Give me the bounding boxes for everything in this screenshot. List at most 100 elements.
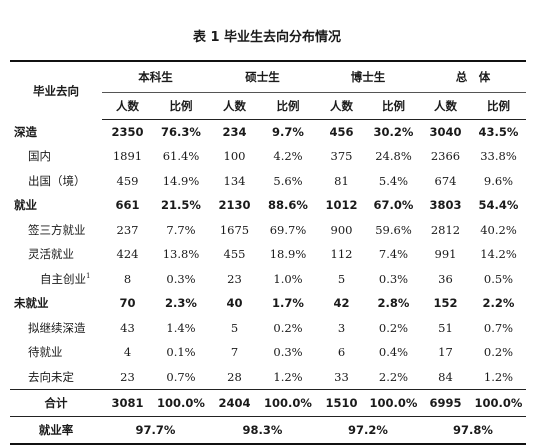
subheader-count: 人数 <box>420 92 471 120</box>
ratio-cell: 33.8% <box>480 149 517 164</box>
count-cell: 674 <box>434 173 457 188</box>
table-body: 深造 2350 76.3% 234 9.7% 456 30.2% 3040 43.5% 国内 189… <box>10 120 526 445</box>
row-label: 深造 <box>10 120 102 145</box>
count-cell: 112 <box>330 247 353 262</box>
count-cell: 2130 <box>218 198 251 213</box>
count-cell: 70 <box>119 296 136 311</box>
count-cell: 5 <box>337 271 346 286</box>
row-label: 拟继续深造 <box>10 316 102 341</box>
count-cell: 8 <box>123 271 132 286</box>
ratio-cell: 2.8% <box>377 296 410 311</box>
ratio-cell: 13.8% <box>162 247 200 262</box>
count-cell: 23 <box>120 369 135 384</box>
count-cell: 3803 <box>429 198 462 213</box>
count-cell: 459 <box>116 173 139 188</box>
ratio-cell: 21.5% <box>161 198 201 213</box>
table-row: 国内 1891 61.4% 100 4.2% 375 24.8% 2366 33.8% <box>10 144 526 169</box>
ratio-cell: 7.7% <box>166 222 196 237</box>
subheader-ratio: 比例 <box>367 92 420 120</box>
ratio-cell: 24.8% <box>375 149 412 164</box>
row-label: 灵活就业 <box>10 242 102 267</box>
row-label: 出国（境） <box>10 169 102 194</box>
ratio-cell: 0.4% <box>378 345 409 360</box>
employment-rate-cell: 97.7% <box>102 415 209 445</box>
ratio-cell: 43.5% <box>478 125 519 139</box>
row-label-text: 深造 <box>14 124 37 139</box>
ratio-cell: 14.9% <box>162 173 200 188</box>
count-cell: 134 <box>223 173 246 188</box>
count-cell: 51 <box>438 320 453 335</box>
total-label: 合计 <box>10 388 102 416</box>
ratio-cell: 0.2% <box>378 320 409 335</box>
count-cell: 1891 <box>112 149 143 164</box>
subheader-ratio: 比例 <box>471 92 526 120</box>
ratio-cell: 2.3% <box>165 296 197 311</box>
ratio-cell: 0.3% <box>273 345 303 360</box>
ratio-cell: 18.9% <box>269 247 307 262</box>
count-cell: 1012 <box>325 198 358 213</box>
count-cell: 424 <box>116 247 139 262</box>
ratio-cell: 0.1% <box>166 345 196 360</box>
row-label-text: 自主创业 <box>40 271 86 286</box>
table-row: 未就业 70 2.3% 40 1.7% 42 2.8% 152 2.2% <box>10 291 526 316</box>
count-cell: 17 <box>438 345 453 360</box>
count-cell: 40 <box>226 296 243 311</box>
group-header-doctor: 博士生 <box>316 60 420 93</box>
count-cell: 7 <box>230 345 239 360</box>
table-row: 深造 2350 76.3% 234 9.7% 456 30.2% 3040 43.5% <box>10 120 526 145</box>
row-label: 未就业 <box>10 291 102 316</box>
count-cell: 1675 <box>219 222 250 237</box>
ratio-cell: 0.3% <box>378 271 409 286</box>
row-label-text: 未就业 <box>14 296 49 311</box>
ratio-cell: 40.2% <box>480 222 517 237</box>
group-header-overall: 总 体 <box>420 60 526 93</box>
ratio-cell: 0.2% <box>273 320 303 335</box>
ratio-cell: 9.6% <box>483 173 514 188</box>
count-cell: 991 <box>434 247 457 262</box>
employment-rate-cell: 98.3% <box>209 415 316 445</box>
count-cell: 42 <box>333 296 350 311</box>
row-label: 签三方就业 <box>10 218 102 243</box>
row-label-text: 待就业 <box>28 345 63 360</box>
ratio-cell: 0.5% <box>483 271 514 286</box>
count-cell: 661 <box>115 198 140 213</box>
ratio-cell: 67.0% <box>373 198 414 213</box>
ratio-cell: 69.7% <box>269 222 307 237</box>
row-label: 待就业 <box>10 340 102 365</box>
count-cell: 2812 <box>430 222 461 237</box>
count-cell: 375 <box>330 149 353 164</box>
ratio-cell: 4.2% <box>273 149 303 164</box>
ratio-cell: 0.2% <box>483 345 514 360</box>
ratio-cell: 1.2% <box>273 369 303 384</box>
ratio-cell: 2.2% <box>378 369 409 384</box>
ratio-cell: 88.6% <box>268 198 308 213</box>
count-cell: 900 <box>330 222 353 237</box>
footnote-marker: 1 <box>86 271 91 280</box>
count-cell: 3 <box>337 320 346 335</box>
row-header-label: 毕业去向 <box>10 60 102 120</box>
row-label: 自主创业1 <box>10 267 102 292</box>
subheader-count: 人数 <box>209 92 260 120</box>
table-row: 签三方就业 237 7.7% 1675 69.7% 900 59.6% 2812 40.2% <box>10 218 526 243</box>
count-cell: 23 <box>227 271 242 286</box>
row-label-text: 国内 <box>28 149 51 164</box>
table-row: 待就业 4 0.1% 7 0.3% 6 0.4% 17 0.2% <box>10 340 526 365</box>
total-count-cell: 6995 <box>420 388 471 416</box>
count-cell: 43 <box>120 320 135 335</box>
count-cell: 4 <box>123 345 132 360</box>
ratio-cell: 0.7% <box>483 320 514 335</box>
count-cell: 28 <box>227 369 242 384</box>
table-row: 灵活就业 424 13.8% 455 18.9% 112 7.4% 991 14.2% <box>10 242 526 267</box>
count-cell: 5 <box>230 320 239 335</box>
total-count-cell: 1510 <box>316 388 367 416</box>
row-label: 去向未定 <box>10 365 102 390</box>
ratio-cell: 1.0% <box>273 271 303 286</box>
count-cell: 3040 <box>429 125 462 139</box>
ratio-cell: 9.7% <box>272 125 304 139</box>
ratio-cell: 61.4% <box>162 149 200 164</box>
total-count-cell: 2404 <box>209 388 260 416</box>
count-cell: 33 <box>334 369 349 384</box>
employment-rate-cell: 97.2% <box>316 415 420 445</box>
employment-rate-row: 就业率 97.7% 98.3% 97.2% 97.8% <box>10 415 526 445</box>
ratio-cell: 76.3% <box>161 125 201 139</box>
